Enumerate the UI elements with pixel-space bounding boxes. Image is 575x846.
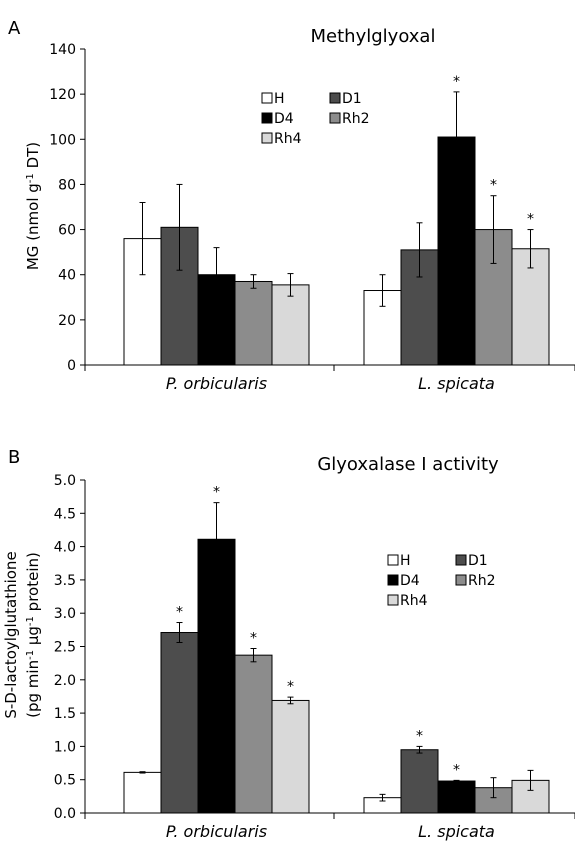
legend-label: D4: [274, 111, 294, 127]
bar: [234, 280, 273, 366]
category-label: P. orbicularis: [166, 822, 267, 841]
y-axis-label-b-line2-a: (pg min: [24, 660, 42, 718]
chart-title-b: Glyoxalase I activity: [317, 454, 499, 475]
category-label: L. spicata: [418, 822, 495, 841]
y-tick-label: 1.0: [54, 739, 76, 755]
legend-label: Rh4: [400, 593, 428, 609]
y-axis-label-b-line1: S-D-lactoylglutathione: [2, 551, 20, 718]
y-tick-label: 2.0: [54, 673, 76, 689]
bar: [400, 749, 439, 814]
legend-swatch: [329, 112, 341, 124]
significance-star: *: [287, 679, 294, 695]
chart-panel-a: A Methylglyoxal MG (nmol g-1 DT) 0 20 40 60…: [8, 18, 575, 393]
legend-label: Rh4: [274, 131, 302, 147]
bar: [234, 654, 273, 814]
y-axis-label-a: MG (nmol g-1 DT): [24, 142, 42, 270]
y-axis-label-a-main: MG (nmol g: [24, 183, 42, 270]
y-ticks-a: 0 20 40 60 80 100 120 140: [49, 42, 85, 374]
y-ticks-b: 0.0 0.5 1.0 1.5 2.0 2.5 3.0 3.5 4.0 4.5 5.0: [54, 473, 85, 822]
y-axis-label-a-sup: -1: [25, 173, 36, 183]
y-tick-label: 4.0: [54, 540, 76, 556]
legend-swatch: [455, 574, 467, 586]
y-axis-label-b-sup2: -1: [25, 616, 36, 626]
legend-b: H D1 D4 Rh2 Rh4: [387, 553, 496, 609]
y-axis-label-b-line2-b: µg: [24, 626, 42, 650]
y-axis-label-b-line2-c: protein): [24, 552, 42, 616]
legend-a: H D1 D4 Rh2 Rh4: [261, 91, 370, 147]
y-tick-label: 3.5: [54, 573, 76, 589]
chart-title-a: Methylglyoxal: [311, 26, 436, 47]
y-tick-label: 0.0: [54, 806, 76, 822]
y-tick-label: 20: [58, 313, 76, 329]
legend-label: D1: [468, 553, 488, 569]
category-labels-b: P. orbicularis L. spicata: [166, 822, 495, 841]
panel-label-a: A: [8, 18, 21, 39]
legend-swatch: [387, 594, 399, 606]
significance-star: *: [250, 630, 257, 646]
significance-star: *: [176, 605, 183, 621]
bar: [123, 771, 162, 814]
significance-star: *: [490, 178, 497, 194]
legend-swatch: [329, 92, 341, 104]
chart-panel-b: B Glyoxalase I activity S-D-lactoylgluta…: [2, 447, 575, 841]
y-tick-label: 5.0: [54, 473, 76, 489]
legend-label: D1: [342, 91, 362, 107]
legend-swatch: [261, 112, 273, 124]
y-tick-label: 3.0: [54, 606, 76, 622]
axes-a: [84, 49, 575, 371]
bars-b: * * * * * *: [123, 485, 550, 814]
axes-b: [84, 480, 575, 819]
category-labels-a: P. orbicularis L. spicata: [166, 374, 495, 393]
legend-swatch: [387, 554, 399, 566]
legend-label: Rh2: [342, 111, 370, 127]
y-tick-label: 140: [49, 42, 76, 58]
bar: [197, 538, 236, 814]
y-tick-label: 100: [49, 132, 76, 148]
bars-a: * * *: [123, 74, 550, 366]
legend-swatch: [455, 554, 467, 566]
significance-star: *: [527, 212, 534, 228]
y-tick-label: 120: [49, 87, 76, 103]
significance-star: *: [453, 762, 460, 778]
bar: [271, 284, 310, 366]
significance-star: *: [213, 485, 220, 501]
y-axis-label-b-sup1: -1: [25, 650, 36, 660]
legend-swatch: [261, 92, 273, 104]
bar: [271, 699, 310, 814]
legend-label: Rh2: [468, 573, 496, 589]
legend-label: H: [274, 91, 285, 107]
y-tick-label: 0.5: [54, 773, 76, 789]
category-label: P. orbicularis: [166, 374, 267, 393]
legend-swatch: [261, 132, 273, 144]
y-tick-label: 1.5: [54, 706, 76, 722]
y-axis-label-b-line2: (pg min-1 µg-1 protein): [24, 552, 42, 718]
y-tick-label: 60: [58, 223, 76, 239]
bar: [437, 780, 476, 814]
y-tick-label: 0: [67, 358, 76, 374]
y-tick-label: 80: [58, 177, 76, 193]
y-tick-label: 4.5: [54, 506, 76, 522]
legend-label: H: [400, 553, 411, 569]
y-axis-label-a-tail: DT): [24, 142, 42, 173]
y-tick-label: 40: [58, 268, 76, 284]
legend-swatch: [387, 574, 399, 586]
category-label: L. spicata: [418, 374, 495, 393]
panel-label-b: B: [8, 447, 20, 468]
significance-star: *: [416, 728, 423, 744]
legend-label: D4: [400, 573, 420, 589]
bar: [160, 632, 199, 814]
y-tick-label: 2.5: [54, 640, 76, 656]
significance-star: *: [453, 74, 460, 90]
